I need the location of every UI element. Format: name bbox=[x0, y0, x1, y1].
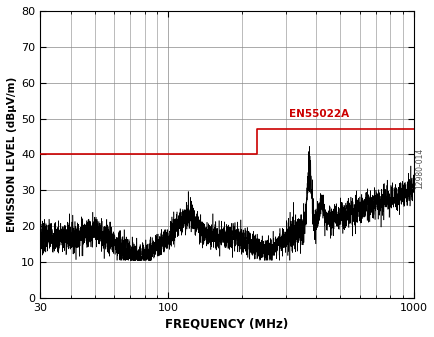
X-axis label: FREQUENCY (MHz): FREQUENCY (MHz) bbox=[165, 317, 288, 330]
Y-axis label: EMISSION LEVEL (dBμV/m): EMISSION LEVEL (dBμV/m) bbox=[7, 77, 17, 232]
Text: EN55022A: EN55022A bbox=[289, 109, 349, 119]
Text: 12980-014: 12980-014 bbox=[414, 148, 423, 189]
